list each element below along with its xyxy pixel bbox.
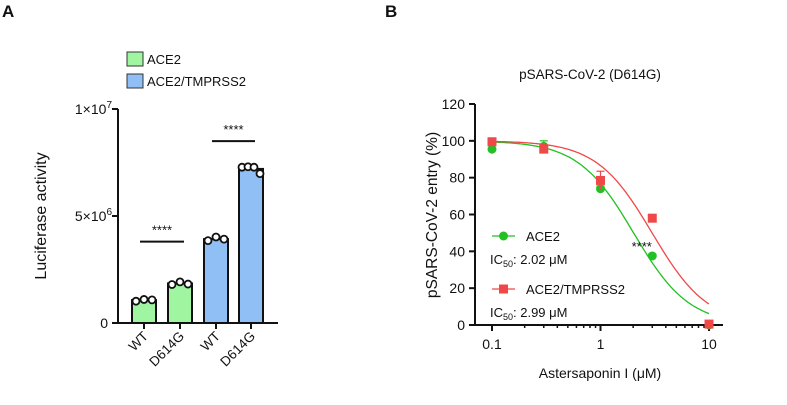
data-point [175,277,185,287]
fit-curve [492,140,710,305]
y-tick-label: 20 [449,280,465,296]
bar [167,282,193,325]
dose-response-panel-b: pSARS-CoV-2 (D614G) pSARS-CoV-2 entry (%… [424,67,723,381]
data-point [539,144,549,154]
x-tick-label: D614G [146,329,187,370]
significance-label: **** [632,239,652,254]
x-tick-label: 0.1 [482,336,502,352]
legend-label: ACE2/TMPRSS2 [526,282,625,297]
legend-swatch-ace2 [126,51,144,67]
y-tick-label: 100 [442,133,466,149]
y-tick-label: 0 [100,315,108,331]
ic50-label: IC50: 2.99 μM [490,305,567,322]
legend-marker [499,231,508,241]
x-tick-label: 10 [701,336,717,352]
y-tick-label: 60 [449,207,465,223]
x-tick-label: WT [198,329,223,354]
ic50-ic50-label: IC [490,305,503,320]
panel-label-b: B [385,2,397,21]
y-tick-mantissa: 1×10 [75,101,107,117]
data-point [183,279,193,289]
x-axis-label: Astersaponin I (μM) [539,365,661,381]
ic50-ic50-sub: 50 [503,312,513,322]
y-axis-label: pSARS-CoV-2 entry (%) [424,132,441,298]
data-point [203,236,213,246]
data-point [147,295,157,305]
bar-chart-panel-a: ACE2 ACE2/TMPRSS2 Luciferase activity 0 5… [33,51,278,370]
legend-swatch-ace2-tmprss2 [126,73,144,89]
legend-label-ace2: ACE2 [147,52,181,67]
data-point [647,251,657,261]
data-point [647,213,657,223]
data-point [255,169,265,179]
y-axis-label: Luciferase activity [33,152,50,279]
y-tick-label: 120 [442,96,466,112]
y-tick-label: 5×106 [75,207,113,224]
ic50-ic50-text: : 2.02 μM [513,252,567,267]
data-point [219,234,229,244]
bar [238,167,264,324]
significance-label: **** [223,122,243,137]
data-point [131,296,141,306]
data-point [211,232,221,242]
ic50-ic50-text: : 2.99 μM [513,305,567,320]
data-point [487,144,497,154]
ic50-label: IC50: 2.02 μM [490,252,567,269]
x-tick-label: 1 [597,336,605,352]
legend-label: ACE2 [526,229,560,244]
x-tick-label: WT [126,329,151,354]
y-tick-exponent: 7 [106,100,112,111]
data-point [596,175,605,185]
y-tick-exponent: 6 [106,207,112,218]
x-tick-label: D614G [217,329,258,370]
data-point [139,295,149,304]
y-tick-label: 80 [449,170,465,186]
data-point [249,162,259,172]
data-point [167,280,177,289]
y-tick-mantissa: 0 [100,315,108,331]
significance-label: **** [152,223,172,238]
y-tick-label: 40 [449,243,465,259]
data-point [487,137,497,147]
chart-title: pSARS-CoV-2 (D614G) [519,67,661,82]
y-tick-label: 0 [457,317,465,333]
legend-marker [499,284,508,294]
legend-label-ace2-tmprss2: ACE2/TMPRSS2 [147,74,246,89]
ic50-ic50-label: IC [490,252,503,267]
y-tick-label: 1×107 [75,100,113,117]
y-tick-mantissa: 5×10 [75,208,107,224]
ic50-ic50-sub: 50 [503,259,513,269]
bar [203,238,229,324]
data-point [704,319,714,329]
panel-label-a: A [2,2,14,21]
